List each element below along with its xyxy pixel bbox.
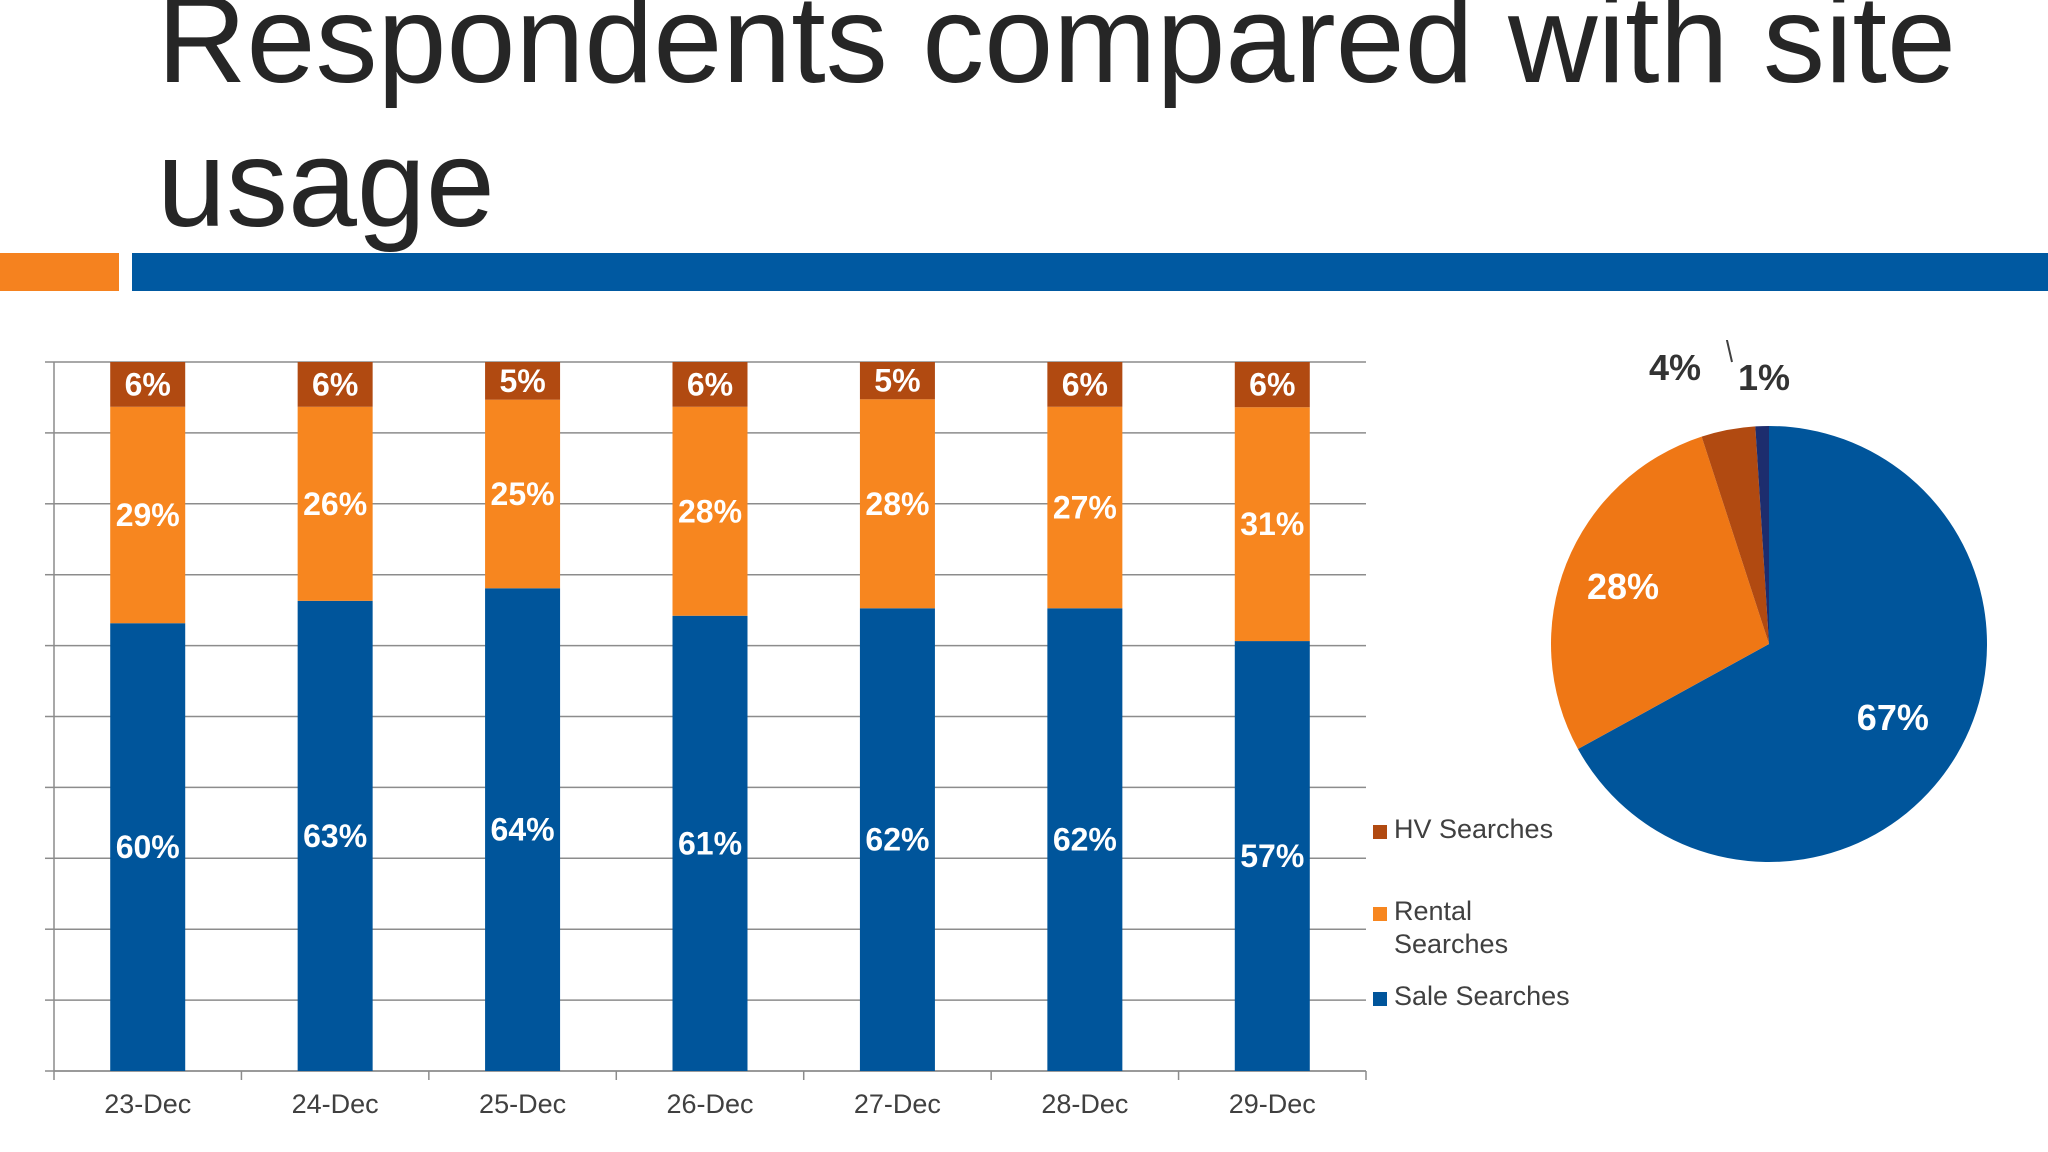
data-label: 6% bbox=[1062, 366, 1108, 402]
data-label: 62% bbox=[1053, 822, 1117, 858]
bar-segment-rental-searches bbox=[1047, 406, 1123, 609]
bar-segment-sale-searches bbox=[859, 608, 935, 1071]
pie-slice-sale-searches bbox=[1577, 426, 1987, 862]
data-label: 6% bbox=[125, 366, 171, 402]
bar-segment-hv-searches bbox=[1234, 362, 1310, 408]
leader-line bbox=[1725, 340, 1733, 363]
bar-segment-hv-searches bbox=[297, 362, 373, 407]
data-label: 5% bbox=[499, 363, 545, 399]
data-label: 62% bbox=[865, 822, 929, 858]
legend-label: Sale Searches bbox=[1394, 981, 1570, 1011]
bar-segment-sale-searches bbox=[485, 588, 561, 1071]
data-label: 60% bbox=[116, 829, 180, 865]
pie-chart: 67% 28% 4% 1% bbox=[1551, 340, 1987, 862]
x-tick-label: 26-Dec bbox=[666, 1089, 753, 1119]
stacked-bar-chart: 60% 29% 6% 23-Dec 63% 26% 6% 24-Dec 64% 25% 5% 25-D… bbox=[45, 361, 1570, 1119]
data-label: 5% bbox=[874, 363, 920, 399]
data-label: 31% bbox=[1240, 506, 1304, 542]
bar-segment-hv-searches bbox=[672, 362, 748, 407]
title-rule-orange bbox=[0, 253, 119, 291]
bar-segment-hv-searches bbox=[485, 362, 561, 400]
data-label: 6% bbox=[687, 366, 733, 402]
data-label: 64% bbox=[491, 812, 555, 848]
bar-segment-hv-searches bbox=[110, 362, 186, 407]
bar-segment-hv-searches bbox=[1047, 362, 1123, 407]
x-tick-label: 24-Dec bbox=[292, 1089, 379, 1119]
pie-slice-rental-searches bbox=[1551, 436, 1769, 750]
title-rule-blue bbox=[132, 253, 2048, 291]
bar-segment-sale-searches bbox=[110, 623, 186, 1071]
pie-data-label: 28% bbox=[1587, 566, 1659, 607]
data-label: 28% bbox=[678, 493, 742, 529]
bar-segment-rental-searches bbox=[110, 406, 186, 624]
pie-data-label: 4% bbox=[1649, 347, 1701, 388]
data-label: 29% bbox=[116, 497, 180, 533]
data-label: 25% bbox=[491, 476, 555, 512]
data-label: 26% bbox=[303, 486, 367, 522]
data-label: 28% bbox=[865, 486, 929, 522]
pie-data-label: 67% bbox=[1857, 697, 1929, 738]
legend-swatch bbox=[1373, 907, 1387, 921]
bar-segment-rental-searches bbox=[672, 406, 748, 616]
legend-swatch bbox=[1373, 825, 1387, 839]
bar-segment-rental-searches bbox=[485, 399, 561, 589]
bar-segment-rental-searches bbox=[297, 406, 373, 601]
data-label: 6% bbox=[312, 366, 358, 402]
x-tick-label: 28-Dec bbox=[1041, 1089, 1128, 1119]
pie-slice-other bbox=[1755, 426, 1769, 644]
slide-title: Respondents compared with site usage bbox=[157, 0, 1956, 253]
data-label: 63% bbox=[303, 818, 367, 854]
x-tick-label: 29-Dec bbox=[1229, 1089, 1316, 1119]
legend-swatch bbox=[1373, 992, 1387, 1006]
x-tick-label: 23-Dec bbox=[104, 1089, 191, 1119]
bar-segment-hv-searches bbox=[859, 362, 935, 400]
bar-segment-sale-searches bbox=[297, 600, 373, 1071]
data-label: 6% bbox=[1249, 367, 1295, 403]
bar-segment-sale-searches bbox=[1047, 608, 1123, 1071]
bar-segment-sale-searches bbox=[672, 615, 748, 1071]
x-tick-label: 27-Dec bbox=[854, 1089, 941, 1119]
bar-segment-sale-searches bbox=[1234, 641, 1310, 1071]
pie-slice-hv-searches bbox=[1701, 426, 1769, 644]
bar-segment-rental-searches bbox=[1234, 407, 1310, 642]
data-label: 61% bbox=[678, 825, 742, 861]
legend-label: HV Searches bbox=[1394, 814, 1553, 844]
data-label: 57% bbox=[1240, 838, 1304, 874]
bar-segment-rental-searches bbox=[859, 399, 935, 609]
pie-data-label: 1% bbox=[1738, 357, 1790, 398]
x-tick-label: 25-Dec bbox=[479, 1089, 566, 1119]
data-label: 27% bbox=[1053, 490, 1117, 526]
legend-label: Rental Searches bbox=[1394, 896, 1508, 959]
